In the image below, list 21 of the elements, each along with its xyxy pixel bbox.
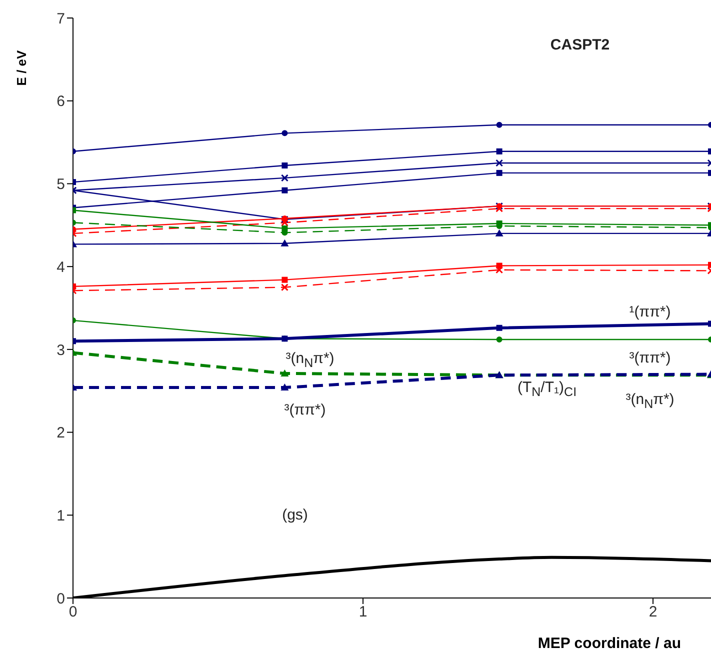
annotation: ³(ππ*) <box>284 402 326 418</box>
y-tick-label: 2 <box>56 424 65 442</box>
y-tick-label: 5 <box>56 176 65 194</box>
y-tick-label: 6 <box>56 93 65 110</box>
x-tick-label: 2 <box>648 604 658 621</box>
annotation: (T$_{N}$/T₁)$_{CI}$ <box>517 379 577 399</box>
y-tick-label: 0 <box>56 590 65 608</box>
annotation: ³(ππ*) <box>629 350 671 366</box>
y-tick-label: 4 <box>56 258 65 276</box>
annotation: ³(n$_{N}$π*) <box>626 391 674 411</box>
y-tick-label: 1 <box>56 507 65 524</box>
annotation: ¹(ππ*) <box>629 304 671 320</box>
x-axis-title: MEP coordinate / au <box>538 635 681 652</box>
x-tick-label: 1 <box>358 604 368 621</box>
y-tick-label: 3 <box>56 342 65 359</box>
x-tick-label: 0 <box>68 604 78 621</box>
y-axis-title: E / eV <box>14 50 29 86</box>
annotation: (gs) <box>282 506 308 524</box>
annotation: ³(n$_{N}$π*) <box>286 350 334 370</box>
y-tick-label: 7 <box>56 10 65 28</box>
annotation: CASPT2 <box>550 36 610 54</box>
